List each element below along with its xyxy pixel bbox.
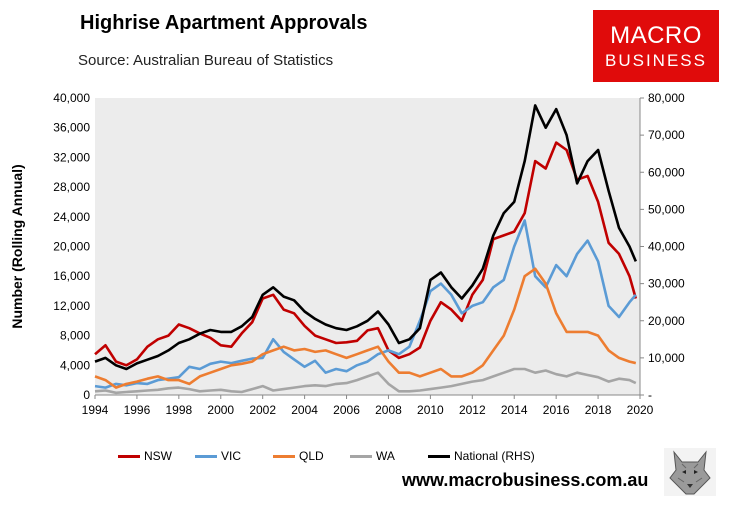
- footer-url[interactable]: www.macrobusiness.com.au: [402, 470, 649, 490]
- chart-subtitle: Source: Australian Bureau of Statistics: [78, 52, 334, 69]
- x-tick-label: 2002: [249, 403, 276, 417]
- y2-tick-label: 20,000: [648, 314, 685, 328]
- y-tick-label: 36,000: [53, 121, 90, 135]
- legend-label: VIC: [221, 449, 242, 463]
- series-line-vic: [94, 219, 637, 389]
- x-tick-label: 2006: [333, 403, 360, 417]
- y-tick-label: 0: [83, 388, 90, 402]
- x-tick-label: 2016: [543, 403, 570, 417]
- legend-item: National (RHS): [428, 449, 535, 463]
- y2-tick-label: 50,000: [648, 202, 685, 216]
- y2-tick-label: -: [648, 388, 652, 402]
- x-tick-label: 2000: [207, 403, 234, 417]
- y2-tick-label: 80,000: [648, 91, 685, 105]
- series-line-nsw: [94, 141, 638, 367]
- y-tick-label: 32,000: [53, 150, 90, 164]
- y-tick-label: 8,000: [60, 329, 90, 343]
- y2-tick-label: 40,000: [648, 240, 685, 254]
- plot-area: [95, 98, 640, 395]
- legend-swatch: [273, 454, 295, 458]
- legend: NSW VIC QLD WA National (RHS): [0, 449, 730, 467]
- x-tick-label: 2014: [501, 403, 528, 417]
- chart-title: Highrise Apartment Approvals: [80, 12, 368, 34]
- y-axis-label: Number (Rolling Annual): [9, 164, 25, 328]
- x-tick-label: 1994: [82, 403, 109, 417]
- x-tick-label: 1996: [124, 403, 151, 417]
- legend-swatch: [118, 454, 140, 458]
- logo-line-2: BUSINESS: [605, 51, 707, 70]
- legend-item: VIC: [195, 449, 241, 463]
- y-tick-label: 4,000: [60, 358, 90, 372]
- series-line-wa: [94, 367, 637, 395]
- y2-tick-label: 60,000: [648, 165, 685, 179]
- logo-line-1: MACRO: [610, 22, 702, 49]
- legend-label: NSW: [144, 449, 172, 463]
- x-tick-label: 2008: [375, 403, 402, 417]
- x-tick-label: 2010: [417, 403, 444, 417]
- legend-item: WA: [350, 449, 395, 463]
- legend-swatch: [428, 454, 450, 458]
- series-layer: [94, 104, 638, 395]
- series-line-qld: [94, 267, 637, 389]
- y-tick-label: 12,000: [53, 299, 90, 313]
- x-tick-label: 2012: [459, 403, 486, 417]
- legend-item: QLD: [273, 449, 324, 463]
- y2-tick-label: 10,000: [648, 351, 685, 365]
- legend-swatch: [350, 454, 372, 458]
- x-tick-label: 2004: [291, 403, 318, 417]
- y2-tick-label: 70,000: [648, 128, 685, 142]
- legend-label: National (RHS): [454, 449, 535, 463]
- legend-swatch: [195, 454, 217, 458]
- x-tick-label: 2020: [627, 403, 654, 417]
- y-tick-label: 24,000: [53, 210, 90, 224]
- y-tick-label: 28,000: [53, 180, 90, 194]
- wolf-logo-icon: [664, 448, 716, 496]
- legend-label: QLD: [299, 449, 324, 463]
- y2-tick-label: 30,000: [648, 277, 685, 291]
- y-tick-label: 20,000: [53, 240, 90, 254]
- legend-item: NSW: [118, 449, 172, 463]
- y-tick-label: 16,000: [53, 269, 90, 283]
- axes: 0 4,000 8,000 12,000 16,000 20,000 24,000 28,00…: [9, 91, 685, 417]
- legend-label: WA: [376, 449, 395, 463]
- x-tick-label: 2018: [585, 403, 612, 417]
- x-tick-label: 1998: [165, 403, 192, 417]
- macrobusiness-logo[interactable]: MACRO BUSINESS: [593, 10, 719, 82]
- y-tick-label: 40,000: [53, 91, 90, 105]
- series-line-national-rhs: [94, 104, 637, 371]
